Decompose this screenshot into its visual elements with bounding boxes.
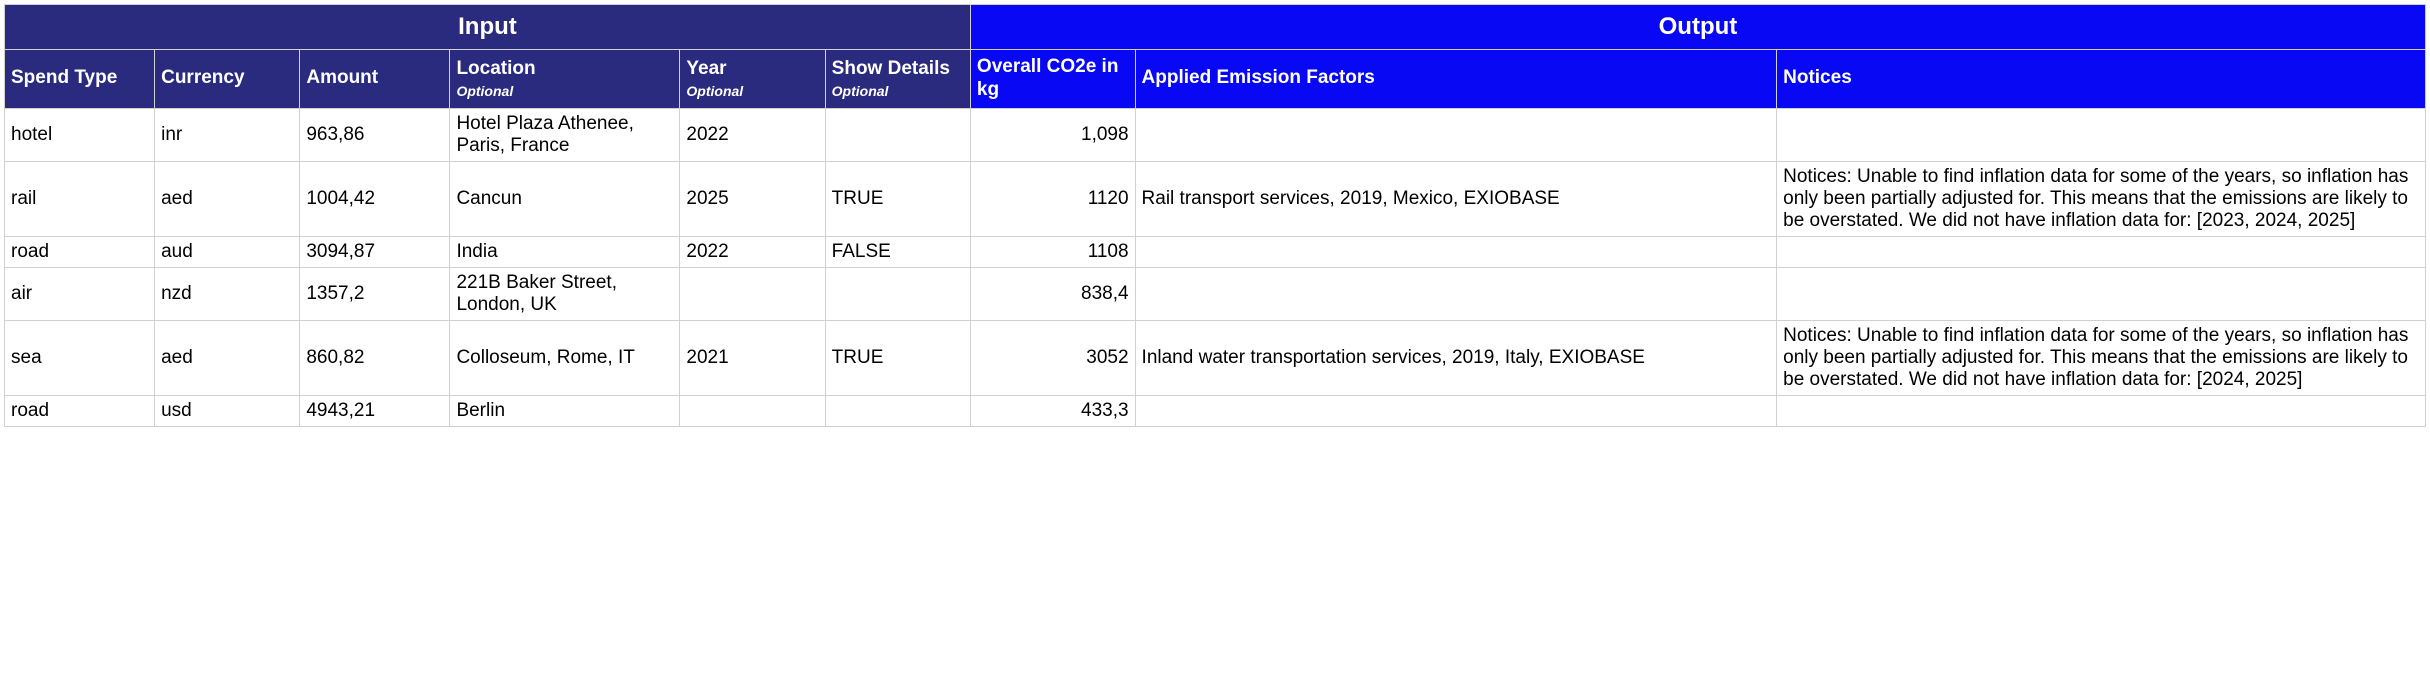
cell-spend-type: sea bbox=[5, 320, 155, 395]
cell-spend-type: road bbox=[5, 395, 155, 426]
col-optional: Optional bbox=[456, 83, 673, 100]
cell-amount: 860,82 bbox=[300, 320, 450, 395]
cell-overall-co2e: 1120 bbox=[970, 161, 1135, 236]
col-label: Location bbox=[456, 58, 535, 79]
cell-applied-ef: Rail transport services, 2019, Mexico, E… bbox=[1135, 161, 1777, 236]
cell-currency: aud bbox=[155, 236, 300, 267]
col-spend-type: Spend Type bbox=[5, 50, 155, 109]
input-group-header: Input bbox=[5, 5, 971, 50]
table-body: hotelinr963,86Hotel Plaza Athenee, Paris… bbox=[5, 108, 2426, 426]
cell-location: India bbox=[450, 236, 680, 267]
cell-applied-ef: Inland water transportation services, 20… bbox=[1135, 320, 1777, 395]
cell-overall-co2e: 838,4 bbox=[970, 267, 1135, 320]
cell-amount: 4943,21 bbox=[300, 395, 450, 426]
cell-spend-type: hotel bbox=[5, 108, 155, 161]
column-header-row: Spend Type Currency Amount Location Opti… bbox=[5, 50, 2426, 109]
col-show-details: Show Details Optional bbox=[825, 50, 970, 109]
table-row: roadaud3094,87India2022FALSE1108 bbox=[5, 236, 2426, 267]
cell-overall-co2e: 1108 bbox=[970, 236, 1135, 267]
cell-notices bbox=[1777, 267, 2426, 320]
cell-spend-type: road bbox=[5, 236, 155, 267]
group-header-row: Input Output bbox=[5, 5, 2426, 50]
col-label: Notices bbox=[1783, 67, 1852, 88]
cell-notices: Notices: Unable to find inflation data f… bbox=[1777, 320, 2426, 395]
cell-applied-ef bbox=[1135, 267, 1777, 320]
col-label: Spend Type bbox=[11, 67, 117, 88]
col-applied-ef: Applied Emission Factors bbox=[1135, 50, 1777, 109]
col-optional: Optional bbox=[686, 83, 818, 100]
col-year: Year Optional bbox=[680, 50, 825, 109]
cell-show-details: TRUE bbox=[825, 161, 970, 236]
cell-amount: 1357,2 bbox=[300, 267, 450, 320]
table-row: seaaed860,82Colloseum, Rome, IT2021TRUE3… bbox=[5, 320, 2426, 395]
cell-applied-ef bbox=[1135, 395, 1777, 426]
cell-amount: 1004,42 bbox=[300, 161, 450, 236]
cell-amount: 963,86 bbox=[300, 108, 450, 161]
cell-notices bbox=[1777, 395, 2426, 426]
col-label: Overall CO2e in kg bbox=[977, 56, 1119, 100]
cell-location: Berlin bbox=[450, 395, 680, 426]
output-group-header: Output bbox=[970, 5, 2425, 50]
cell-overall-co2e: 1,098 bbox=[970, 108, 1135, 161]
table-row: airnzd1357,2221B Baker Street, London, U… bbox=[5, 267, 2426, 320]
cell-year bbox=[680, 395, 825, 426]
cell-applied-ef bbox=[1135, 236, 1777, 267]
cell-overall-co2e: 3052 bbox=[970, 320, 1135, 395]
col-optional: Optional bbox=[832, 83, 964, 100]
col-amount: Amount bbox=[300, 50, 450, 109]
cell-applied-ef bbox=[1135, 108, 1777, 161]
cell-currency: inr bbox=[155, 108, 300, 161]
table-row: railaed1004,42Cancun2025TRUE1120Rail tra… bbox=[5, 161, 2426, 236]
cell-spend-type: air bbox=[5, 267, 155, 320]
emissions-table: Input Output Spend Type Currency Amount … bbox=[4, 4, 2426, 427]
cell-spend-type: rail bbox=[5, 161, 155, 236]
cell-currency: usd bbox=[155, 395, 300, 426]
cell-overall-co2e: 433,3 bbox=[970, 395, 1135, 426]
col-label: Year bbox=[686, 58, 726, 79]
cell-notices: Notices: Unable to find inflation data f… bbox=[1777, 161, 2426, 236]
table-row: roadusd4943,21Berlin 433,3 bbox=[5, 395, 2426, 426]
col-location: Location Optional bbox=[450, 50, 680, 109]
cell-currency: nzd bbox=[155, 267, 300, 320]
cell-show-details bbox=[825, 267, 970, 320]
col-notices: Notices bbox=[1777, 50, 2426, 109]
cell-show-details bbox=[825, 108, 970, 161]
table-row: hotelinr963,86Hotel Plaza Athenee, Paris… bbox=[5, 108, 2426, 161]
cell-location: Hotel Plaza Athenee, Paris, France bbox=[450, 108, 680, 161]
cell-notices bbox=[1777, 236, 2426, 267]
cell-location: 221B Baker Street, London, UK bbox=[450, 267, 680, 320]
cell-currency: aed bbox=[155, 161, 300, 236]
cell-notices bbox=[1777, 108, 2426, 161]
col-currency: Currency bbox=[155, 50, 300, 109]
cell-year: 2022 bbox=[680, 108, 825, 161]
cell-year: 2025 bbox=[680, 161, 825, 236]
cell-location: Colloseum, Rome, IT bbox=[450, 320, 680, 395]
cell-year: 2022 bbox=[680, 236, 825, 267]
col-overall-co2e: Overall CO2e in kg bbox=[970, 50, 1135, 109]
cell-currency: aed bbox=[155, 320, 300, 395]
col-label: Amount bbox=[306, 67, 378, 88]
col-label: Applied Emission Factors bbox=[1142, 67, 1375, 88]
cell-year bbox=[680, 267, 825, 320]
cell-location: Cancun bbox=[450, 161, 680, 236]
col-label: Show Details bbox=[832, 58, 950, 79]
cell-amount: 3094,87 bbox=[300, 236, 450, 267]
cell-year: 2021 bbox=[680, 320, 825, 395]
col-label: Currency bbox=[161, 67, 244, 88]
cell-show-details: TRUE bbox=[825, 320, 970, 395]
cell-show-details bbox=[825, 395, 970, 426]
cell-show-details: FALSE bbox=[825, 236, 970, 267]
